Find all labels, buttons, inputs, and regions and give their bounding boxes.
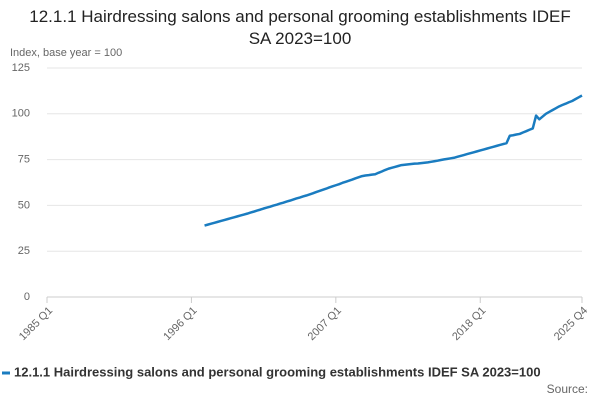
legend-label: 12.1.1 Hairdressing salons and personal … — [14, 364, 541, 379]
y-tick-label: 0 — [24, 291, 30, 303]
y-tick-label: 75 — [18, 154, 30, 166]
y-tick-label: 25 — [18, 245, 30, 257]
data-line — [204, 94, 583, 227]
x-tick-label: 1985 Q1 — [17, 305, 55, 343]
y-tick-label: 125 — [12, 62, 30, 74]
x-tick-label: 2018 Q1 — [450, 305, 488, 343]
x-tick-label: 2007 Q1 — [306, 305, 344, 343]
x-tick-label: 1996 Q1 — [161, 305, 199, 343]
x-tick-label: 2025 Q4 — [552, 305, 590, 343]
y-axis-label: Index, base year = 100 — [10, 47, 122, 59]
y-tick-label: 50 — [18, 199, 30, 211]
chart-title: 12.1.1 Hairdressing salons and personal … — [29, 7, 571, 48]
source: Source: — [547, 382, 588, 396]
y-tick-label: 100 — [12, 108, 30, 120]
